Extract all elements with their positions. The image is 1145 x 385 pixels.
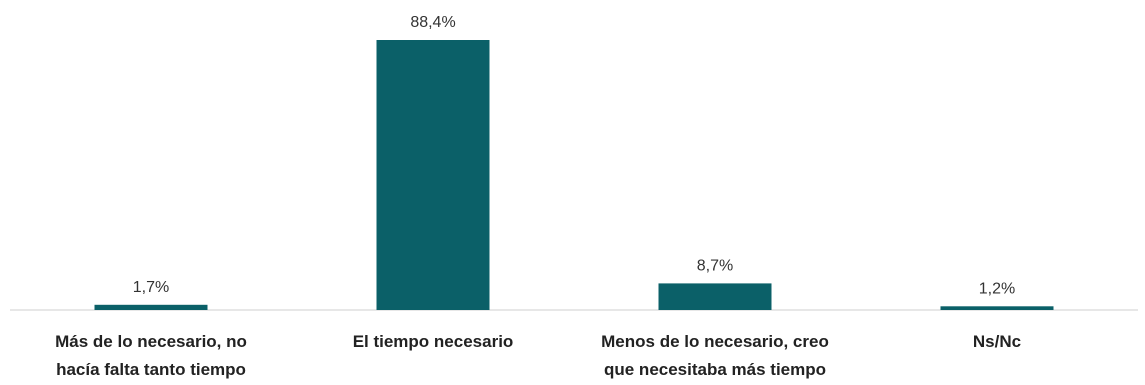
category-labels-group: Más de lo necesario, no hacía falta tanto… <box>55 332 1021 379</box>
category-label-3-line-1: Menos de lo necesario, creo <box>601 332 829 351</box>
bar-3 <box>658 283 772 310</box>
data-label-3: 8,7% <box>697 257 733 274</box>
category-label-4-line-1: Ns/Nc <box>973 332 1021 351</box>
data-label-1: 1,7% <box>133 279 169 296</box>
bars-group <box>94 40 1054 310</box>
data-label-2: 88,4% <box>410 14 455 31</box>
data-labels-group: 1,7% 88,4% 8,7% 1,2% <box>133 14 1015 297</box>
category-label-3-line-2: que necesitaba más tiempo <box>604 360 826 379</box>
data-label-4: 1,2% <box>979 280 1015 297</box>
category-label-1-line-2: hacía falta tanto tiempo <box>56 360 246 379</box>
category-label-2-line-1: El tiempo necesario <box>353 332 514 351</box>
bar-2 <box>376 40 490 310</box>
bar-1 <box>94 304 208 310</box>
category-label-1-line-1: Más de lo necesario, no <box>55 332 247 351</box>
bar-4 <box>940 306 1054 310</box>
